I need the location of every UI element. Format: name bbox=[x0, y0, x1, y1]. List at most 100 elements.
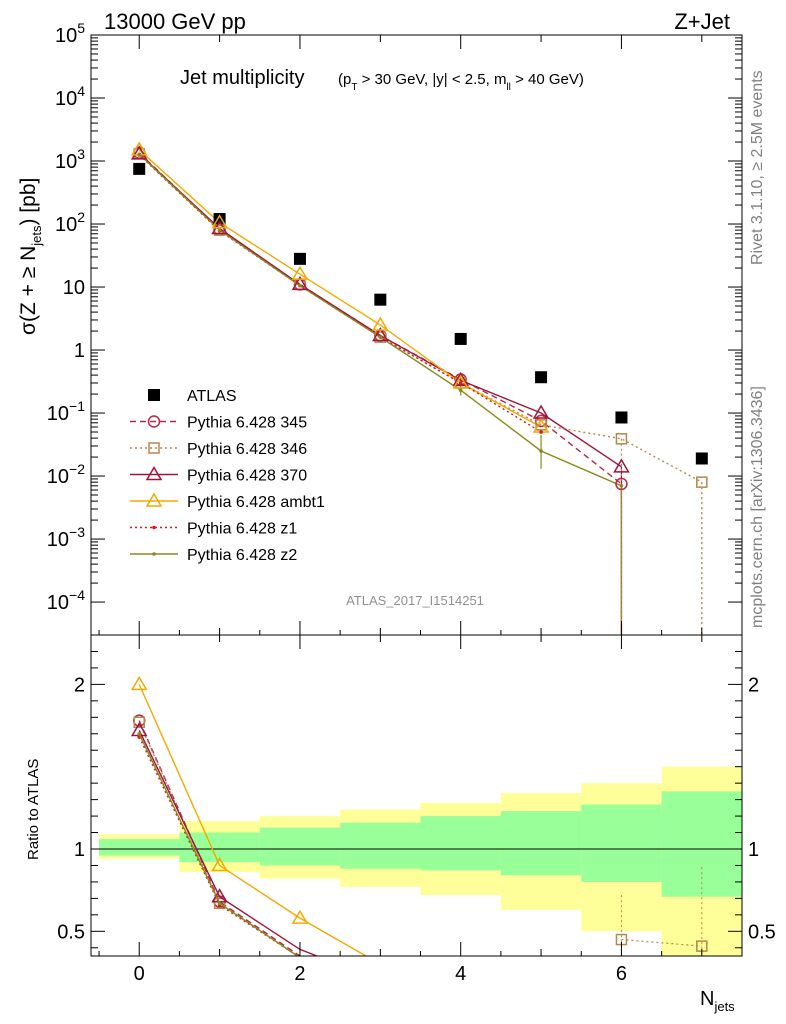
data-point bbox=[615, 411, 628, 424]
data-point bbox=[695, 452, 708, 465]
uncertainty-band-inner bbox=[420, 816, 501, 871]
ratio-line-2 bbox=[138, 730, 319, 956]
uncertainty-band-inner bbox=[661, 791, 742, 897]
legend-marker bbox=[145, 492, 163, 507]
y-tick-label: 10 bbox=[63, 277, 85, 299]
legend-marker bbox=[152, 552, 156, 556]
ratio-panel: 0.5 0.5 1 1 2 2 0 2 4 6 Ratio to ATLAS bbox=[25, 634, 776, 985]
ratio-y-tick-label-right: 2 bbox=[748, 674, 759, 696]
y-tick-label: 10−3 bbox=[47, 524, 85, 551]
data-point bbox=[374, 293, 387, 306]
series-line-6 bbox=[138, 153, 622, 487]
ratio-y-tick-label: 2 bbox=[74, 674, 85, 696]
main-panel: 10−4 10−3 10−2 10−1 1 10 102 103 104 105 Jet mult… bbox=[17, 20, 743, 636]
data-point bbox=[613, 458, 630, 473]
ratio-point bbox=[217, 901, 222, 906]
y-tick-label: 104 bbox=[55, 83, 85, 110]
ratio-y-tick-label-right: 0.5 bbox=[748, 921, 776, 943]
x-tick-label: 6 bbox=[616, 963, 627, 985]
ratio-y-tick-label: 1 bbox=[74, 839, 85, 861]
data-point bbox=[452, 374, 470, 389]
y-tick-label: 105 bbox=[55, 20, 85, 47]
ratio-point bbox=[291, 909, 309, 924]
legend-marker bbox=[148, 442, 160, 454]
data-point bbox=[619, 484, 624, 488]
x-tick-label: 2 bbox=[294, 963, 305, 985]
y-tick-label: 10−1 bbox=[47, 398, 85, 425]
data-point bbox=[539, 449, 543, 453]
data-point bbox=[372, 327, 389, 342]
data-point bbox=[211, 214, 228, 229]
legend-marker bbox=[148, 389, 160, 401]
legend-label: Pythia 6.428 345 bbox=[187, 415, 307, 432]
ratio-line-tail bbox=[621, 938, 702, 947]
y-tick-label: 102 bbox=[55, 209, 85, 236]
legend-label: Pythia 6.428 370 bbox=[187, 468, 307, 485]
ratio-point bbox=[213, 897, 226, 910]
data-point bbox=[291, 265, 309, 280]
data-point bbox=[291, 275, 309, 291]
main-frame bbox=[90, 34, 743, 636]
legend: ATLAS Pythia 6.428 345 Pythia 6.428 346 Pyt… bbox=[130, 388, 325, 564]
data-point bbox=[615, 433, 628, 445]
data-point bbox=[454, 332, 467, 345]
data-point bbox=[615, 477, 628, 491]
data-point bbox=[298, 283, 302, 288]
main-title: Jet multiplicity bbox=[180, 67, 304, 89]
data-point bbox=[378, 335, 383, 339]
uncertainty-band-inner bbox=[500, 811, 582, 876]
x-tick-label: 0 bbox=[134, 963, 145, 985]
ratio-point bbox=[137, 731, 142, 736]
ratio-frame bbox=[90, 634, 743, 957]
legend-marker bbox=[152, 525, 156, 530]
series-line-2 bbox=[138, 153, 703, 483]
data-point bbox=[133, 162, 146, 175]
legend-marker bbox=[145, 466, 163, 481]
main-title-cuts: (pT > 30 GeV, |y| < 2.5, mll > 40 GeV) bbox=[338, 71, 584, 93]
ratio-y-tick-label: 0.5 bbox=[57, 921, 85, 943]
ratio-point bbox=[211, 856, 228, 872]
y-tick-label: 1 bbox=[74, 340, 85, 362]
data-point bbox=[217, 228, 222, 232]
data-point bbox=[130, 145, 148, 160]
ratio-y-axis-label: Ratio to ATLAS bbox=[25, 759, 42, 860]
legend-label: ATLAS bbox=[187, 388, 237, 405]
legend-label: Pythia 6.428 ambt1 bbox=[187, 494, 325, 511]
header-energy: 13000 GeV pp bbox=[104, 9, 246, 34]
legend-label: Pythia 6.428 z2 bbox=[187, 547, 297, 564]
uncertainty-band-inner bbox=[581, 804, 662, 882]
uncertainty-band-inner bbox=[340, 822, 421, 869]
ratio-point bbox=[130, 675, 148, 691]
ratio-y-tick-label-right: 1 bbox=[748, 839, 759, 861]
analysis-watermark: ATLAS_2017_I1514251 bbox=[346, 593, 484, 608]
ratio-line-3 bbox=[138, 684, 368, 956]
legend-label: Pythia 6.428 z1 bbox=[187, 521, 297, 538]
y-tick-label: 10−4 bbox=[47, 587, 85, 614]
ratio-line-5 bbox=[138, 733, 299, 956]
y-axis-label: σ(Z + ≥ Njets) [pb] bbox=[17, 178, 44, 335]
data-point bbox=[372, 316, 389, 331]
uncertainty-band-inner bbox=[99, 839, 180, 856]
header-process: Z+Jet bbox=[674, 9, 730, 34]
y-tick-label: 103 bbox=[55, 146, 85, 173]
uncertainty-band-inner bbox=[259, 827, 341, 866]
series-line-4 bbox=[138, 149, 542, 428]
data-point bbox=[458, 388, 463, 393]
x-tick-label: 4 bbox=[455, 963, 466, 985]
data-point bbox=[696, 476, 708, 488]
legend-marker bbox=[147, 415, 161, 428]
legend-label: Pythia 6.428 346 bbox=[187, 441, 307, 458]
data-point bbox=[137, 152, 142, 157]
x-axis-label: Njets bbox=[700, 988, 735, 1014]
mcplots-label: mcplots.cern.ch [arXiv:1306.3436] bbox=[749, 386, 766, 628]
data-point bbox=[293, 252, 306, 265]
rivet-label: Rivet 3.1.10, ≥ 2.5M events bbox=[749, 70, 766, 265]
data-point bbox=[452, 371, 470, 387]
data-point bbox=[539, 430, 543, 434]
data-point bbox=[532, 404, 550, 419]
y-tick-label: 10−2 bbox=[47, 461, 85, 488]
data-point bbox=[458, 381, 463, 385]
ratio-point bbox=[133, 716, 145, 728]
data-point bbox=[535, 371, 548, 384]
